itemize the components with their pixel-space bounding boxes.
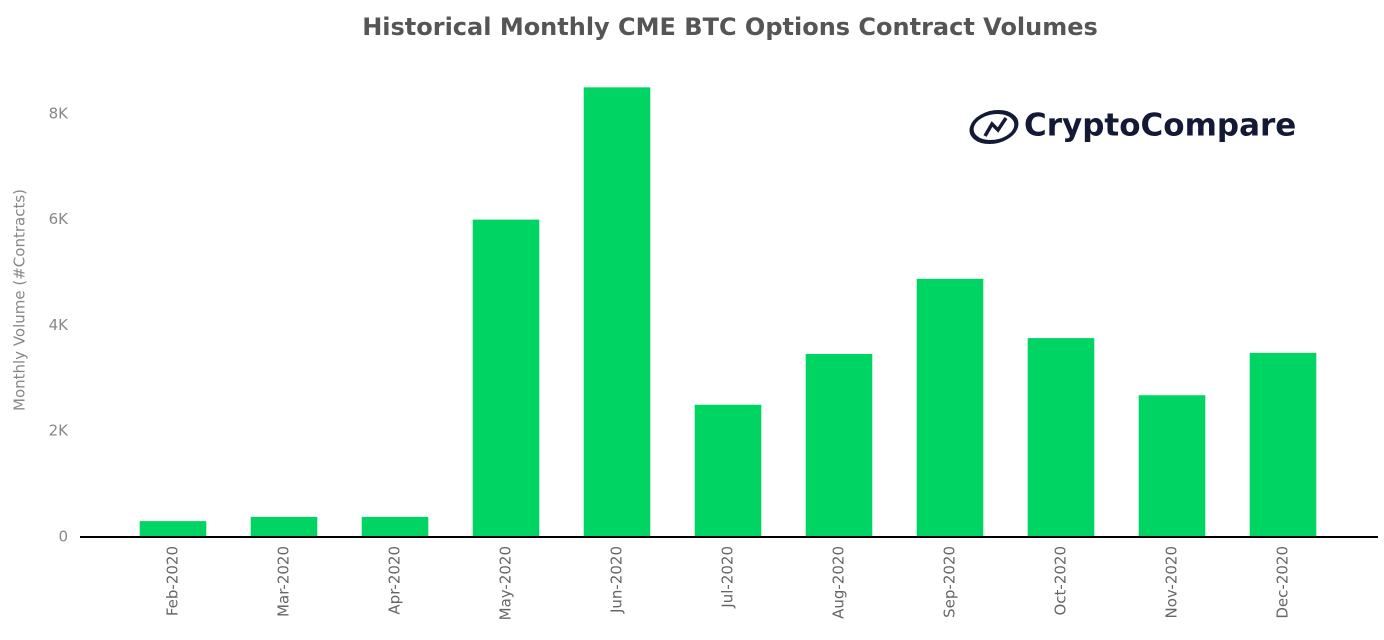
bar <box>583 87 651 537</box>
x-tick-label: Mar-2020 <box>275 546 293 617</box>
x-tick-label: Sep-2020 <box>941 546 959 618</box>
bar <box>694 404 762 537</box>
bar <box>1249 352 1317 537</box>
x-tick-label: Dec-2020 <box>1274 546 1292 619</box>
logo-text: CryptoCompare <box>1024 108 1296 144</box>
y-tick-label: 2K <box>49 422 70 440</box>
logo-icon-arrow <box>983 117 1008 137</box>
y-tick-label: 6K <box>49 210 70 228</box>
bar <box>916 278 984 537</box>
bar <box>472 219 540 537</box>
bar <box>250 516 318 537</box>
bar <box>139 521 207 537</box>
x-tick-label: Oct-2020 <box>1052 546 1070 616</box>
y-tick-label: 8K <box>49 104 70 122</box>
x-tick-label: Aug-2020 <box>830 546 848 619</box>
bar <box>1027 338 1095 537</box>
y-tick-label: 4K <box>49 316 70 334</box>
y-axis-label: Monthly Volume (#Contracts) <box>11 189 29 411</box>
x-tick-label: Jul-2020 <box>719 546 737 609</box>
logo: CryptoCompare <box>969 108 1296 144</box>
x-tick-label: Apr-2020 <box>386 546 404 615</box>
x-tick-label: Nov-2020 <box>1163 546 1181 618</box>
chart-title: Historical Monthly CME BTC Options Contr… <box>362 13 1098 41</box>
logo-icon <box>969 110 1019 144</box>
x-tick-label: Feb-2020 <box>164 546 182 616</box>
bar <box>805 353 873 537</box>
x-tick-label: May-2020 <box>497 546 515 620</box>
x-tick-label: Jun-2020 <box>608 546 626 614</box>
y-tick-label: 0 <box>58 528 68 546</box>
bar <box>361 516 429 537</box>
bar <box>1138 395 1206 537</box>
